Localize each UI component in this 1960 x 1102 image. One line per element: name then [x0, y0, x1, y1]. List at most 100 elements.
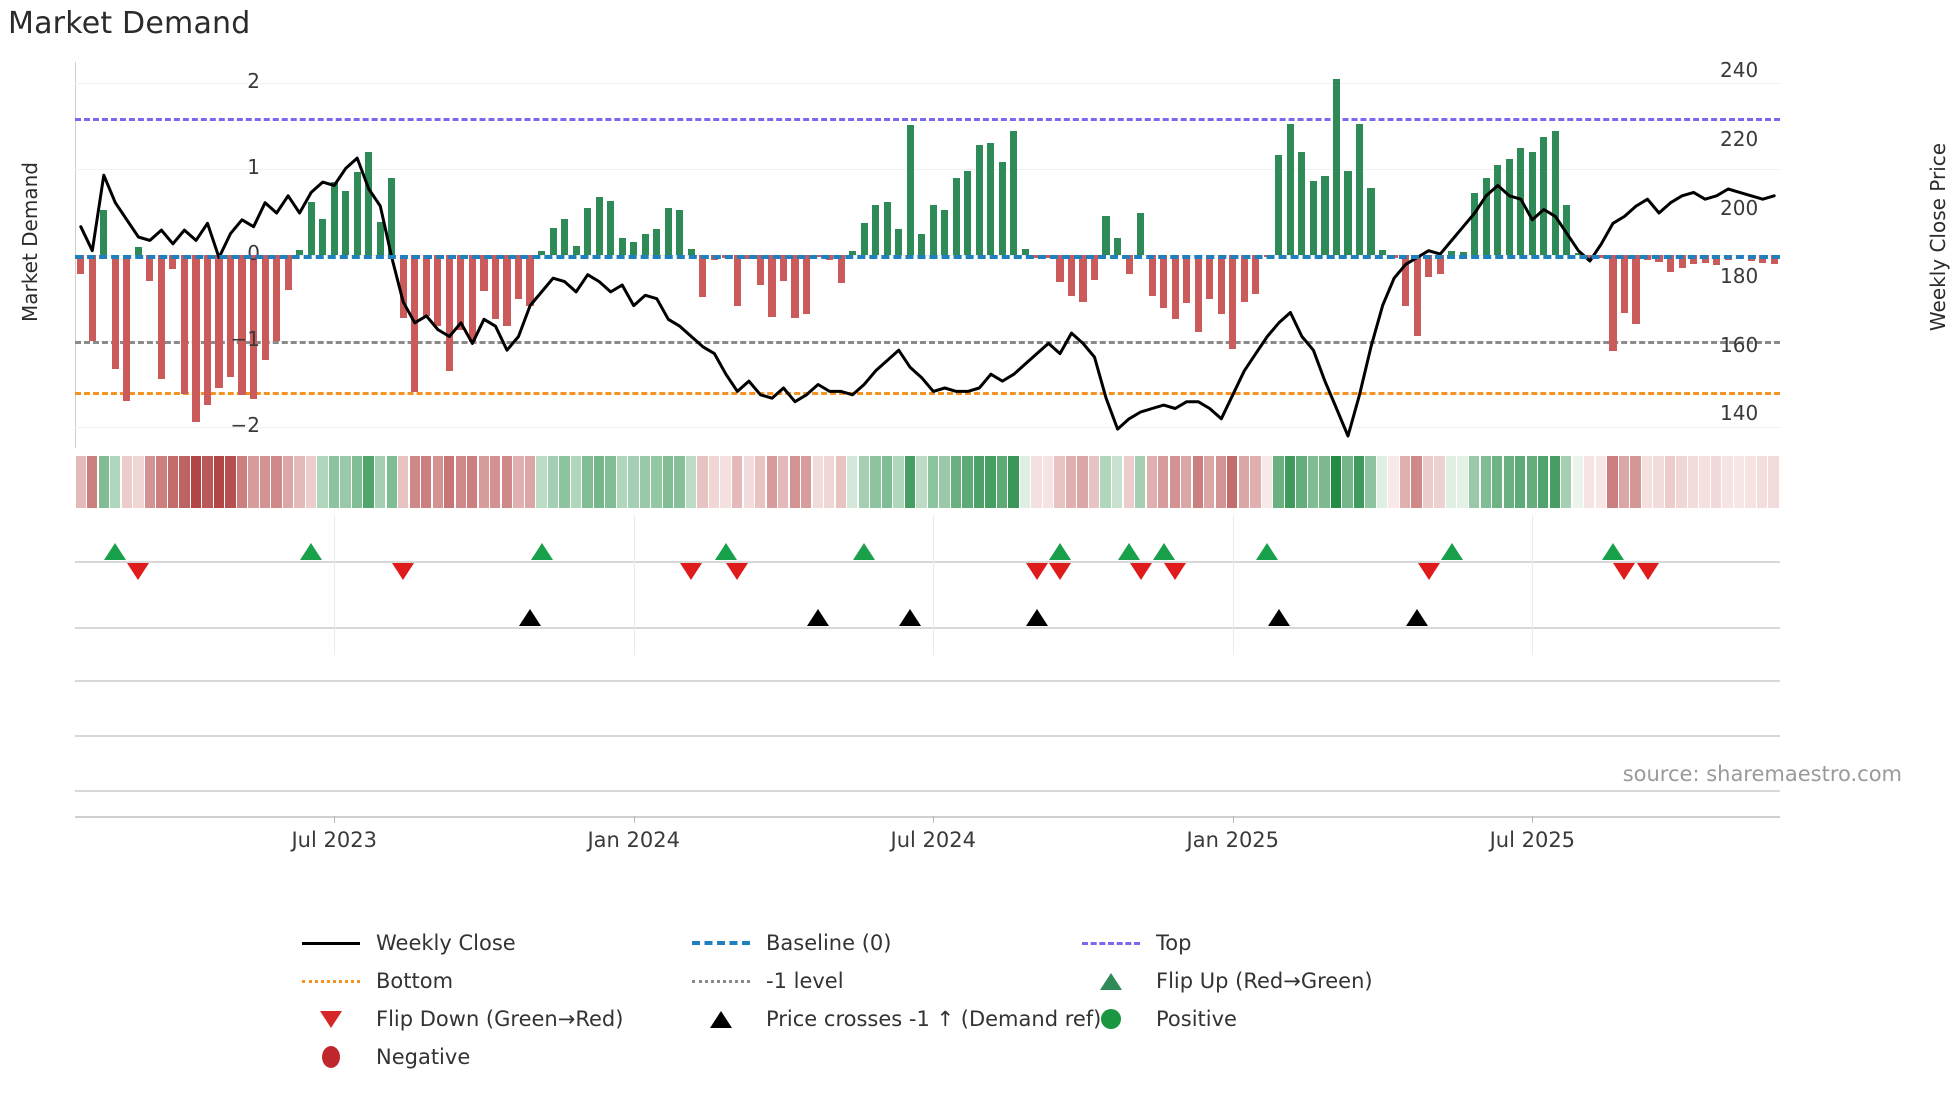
heat-cell: [628, 456, 639, 508]
demand-bar: [1563, 205, 1571, 255]
demand-bar: [503, 255, 511, 327]
gridline: [75, 169, 1780, 171]
legend-item[interactable]: Baseline (0): [690, 928, 1080, 958]
marker-down-red: [1025, 563, 1048, 580]
source-note: source: sharemaestro.com: [1622, 762, 1902, 786]
y-tick-right: 140: [1720, 401, 1759, 426]
demand-bar: [319, 218, 327, 255]
demand-bar: [134, 247, 142, 255]
legend-item[interactable]: Positive: [1080, 1004, 1500, 1034]
legend-item[interactable]: -1 level: [690, 966, 1080, 996]
marker-up-black: [807, 609, 830, 626]
y-tick-right: 220: [1720, 126, 1759, 151]
demand-bar: [998, 162, 1006, 255]
heat-cell: [1330, 456, 1342, 508]
legend-item[interactable]: Bottom: [300, 966, 690, 996]
legend-key-dash-blue-icon: [690, 930, 752, 956]
legend-key-tri-down-red-icon: [300, 1006, 362, 1032]
demand-bar: [1505, 158, 1513, 255]
demand-bar: [1137, 212, 1145, 255]
heat-cell: [835, 456, 846, 508]
demand-bar: [1217, 255, 1225, 315]
marker-down-red: [127, 563, 150, 580]
x-tick-label: Jan 2025: [1186, 828, 1280, 852]
heat-cell: [1745, 456, 1756, 508]
demand-bar: [1770, 255, 1778, 264]
heat-cell: [1008, 456, 1019, 508]
heat-cell: [1480, 456, 1491, 508]
heat-cell: [1296, 456, 1307, 508]
heat-cell: [513, 456, 524, 508]
demand-bar: [733, 255, 741, 306]
heat-cell: [1561, 456, 1572, 508]
legend-item[interactable]: Flip Down (Green→Red): [300, 1004, 690, 1034]
demand-bar: [1090, 255, 1099, 280]
heat-cell: [259, 456, 271, 508]
heat-cell: [167, 456, 179, 508]
heat-cell: [1699, 456, 1710, 508]
heat-cell: [662, 456, 674, 508]
legend-label: Baseline (0): [766, 931, 892, 955]
heat-cell: [1088, 456, 1100, 508]
heat-cell: [1112, 456, 1123, 508]
heat-cell: [1653, 456, 1664, 508]
heat-cell: [1492, 456, 1503, 508]
demand-bar: [238, 255, 246, 395]
heat-cell: [1353, 456, 1365, 508]
x-axis-spine: [75, 816, 1780, 818]
demand-bar: [549, 227, 557, 255]
demand-bar: [906, 124, 914, 255]
legend-item[interactable]: Flip Up (Red→Green): [1080, 966, 1500, 996]
heat-cell: [1284, 456, 1296, 508]
heat-cell: [605, 456, 616, 508]
heat-cell: [789, 456, 800, 508]
tri-up-green-icon: [1100, 972, 1122, 990]
gridline: [75, 83, 1780, 85]
heat-cell: [478, 456, 489, 508]
demand-bar: [1448, 250, 1456, 255]
demand-bar: [445, 255, 453, 371]
heat-cell: [1710, 456, 1722, 508]
x-tick-mark: [1232, 816, 1234, 823]
demand-bar: [779, 255, 788, 281]
page-title: Market Demand: [8, 6, 251, 41]
heat-cell: [824, 456, 835, 508]
demand-bar: [768, 255, 776, 317]
demand-bar: [607, 200, 615, 255]
demand-heat-strip: [75, 456, 1780, 508]
legend-label: Flip Down (Green→Red): [376, 1007, 624, 1031]
legend-item[interactable]: Price crosses -1 ↑ (Demand ref): [690, 1004, 1101, 1034]
heat-cell: [1250, 456, 1261, 508]
y-axis-right-label: Weekly Close Price: [1926, 142, 1950, 332]
y-axis-left-label: Market Demand: [18, 162, 42, 322]
vertical-gridline: [933, 515, 935, 655]
marker-up-green: [853, 543, 876, 560]
marker-row-divider-2: [75, 627, 1780, 629]
demand-bar: [77, 255, 85, 274]
y-tick-left: 2: [247, 69, 260, 94]
marker-up-green: [1601, 543, 1624, 560]
marker-down-red: [680, 563, 703, 580]
heat-cell: [375, 456, 386, 508]
heat-cell: [1595, 456, 1606, 508]
heat-cell: [1630, 456, 1641, 508]
marker-up-black: [1406, 609, 1429, 626]
legend-item[interactable]: Weekly Close: [300, 928, 690, 958]
heat-cell: [1169, 456, 1180, 508]
demand-bar: [561, 218, 569, 255]
demand-bar: [1425, 255, 1433, 278]
gridline: [75, 426, 1780, 428]
heat-cell: [305, 456, 317, 508]
legend-item[interactable]: Negative: [300, 1042, 690, 1072]
heat-cell: [1238, 456, 1249, 508]
demand-bar: [1551, 130, 1559, 255]
heat-cell: [1065, 456, 1077, 508]
heat-cell: [1641, 456, 1653, 508]
demand-bar: [1344, 170, 1352, 255]
dash-blue-icon: [692, 941, 750, 945]
demand-bar: [1574, 253, 1582, 255]
heat-cell: [501, 456, 512, 508]
y-tick-left: −1: [230, 326, 260, 351]
legend-item[interactable]: Top: [1080, 928, 1500, 958]
demand-bar: [1160, 255, 1168, 309]
